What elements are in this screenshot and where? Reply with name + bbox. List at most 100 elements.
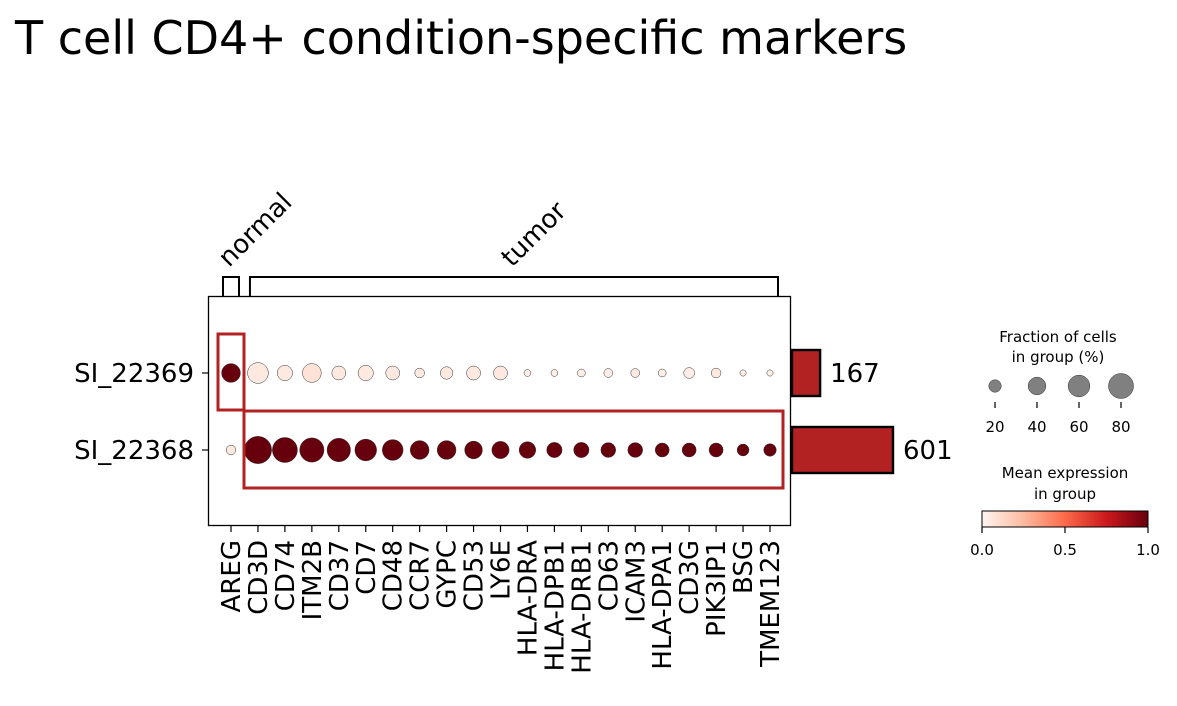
dot-SI_22368-CD74 — [272, 437, 298, 463]
x-tick-label: CD37 — [325, 540, 355, 611]
dot-SI_22368-CD53 — [464, 440, 483, 460]
dot-SI_22368-HLA-DPA1 — [654, 442, 670, 458]
dot-SI_22369-GYPC — [440, 366, 454, 380]
count-bar-SI_22368 — [790, 425, 895, 475]
chart-title: T cell CD4+ condition-specific markers — [14, 11, 907, 65]
dot-SI_22368-ICAM3 — [627, 442, 643, 458]
y-tick-label: SI_22369 — [74, 359, 194, 389]
dot-SI_22369-HLA-DRB1 — [577, 368, 586, 378]
x-tick-label: ICAM3 — [621, 540, 651, 623]
x-tick-label: HLA-DRA — [513, 540, 543, 656]
x-tick-label: HLA-DPA1 — [648, 540, 678, 670]
count-label-SI_22368: 601 — [903, 436, 953, 466]
dot-SI_22369-CD53 — [466, 365, 481, 381]
bracket-normal — [222, 276, 240, 297]
dot-SI_22368-CD63 — [600, 442, 616, 458]
dot-matrix — [221, 362, 777, 464]
x-tick-label: CD48 — [379, 540, 409, 611]
x-tick-label: TMEM123 — [756, 540, 786, 668]
x-tick-label: AREG — [217, 540, 247, 612]
x-tick-label: HLA-DPB1 — [540, 540, 570, 671]
dot-SI_22369-AREG — [221, 363, 241, 383]
highlight-normal — [216, 332, 246, 412]
x-tick-label: CD3D — [244, 540, 274, 615]
group-count-bars: 167 601 — [790, 348, 953, 475]
dot-SI_22369-ITM2B — [302, 363, 322, 383]
size-legend-title-2: in group (%) — [1012, 348, 1105, 366]
size-legend-label: 20 — [985, 418, 1004, 436]
dot-SI_22369-LY6E — [493, 365, 508, 381]
dot-SI_22369-HLA-DRA — [523, 369, 532, 377]
x-tick-label: ITM2B — [298, 540, 328, 620]
size-legend-dot — [1108, 373, 1134, 399]
size-legend-label: 80 — [1111, 418, 1130, 436]
bracket-tumor — [248, 276, 779, 297]
highlight-boxes — [216, 332, 785, 490]
dot-SI_22369-CCR7 — [414, 367, 425, 379]
dot-SI_22368-TMEM123 — [763, 443, 777, 457]
dot-SI_22368-GYPC — [436, 440, 457, 460]
plot-frame — [207, 295, 792, 527]
bracket-label: normal — [213, 187, 299, 273]
dot-SI_22369-CD3D — [247, 362, 269, 384]
x-tick-label: CD53 — [460, 540, 490, 611]
dot-SI_22369-TMEM123 — [766, 369, 774, 377]
dot-SI_22368-HLA-DPB1 — [546, 442, 563, 458]
dot-SI_22369-BSG — [739, 369, 747, 377]
dot-SI_22368-AREG — [225, 444, 237, 456]
dot-SI_22368-HLA-DRB1 — [573, 442, 590, 458]
x-tick-label: PIK3IP1 — [702, 540, 732, 637]
size-legend-label: 40 — [1027, 418, 1046, 436]
dot-SI_22369-HLA-DPA1 — [657, 368, 667, 378]
size-legend-dot — [1027, 376, 1047, 396]
colorbar-tick-label: 1.0 — [1136, 541, 1160, 559]
count-label-SI_22369: 167 — [830, 359, 880, 389]
x-tick-label: CD74 — [271, 540, 301, 611]
dot-SI_22368-CCR7 — [410, 440, 430, 460]
color-legend: Mean expression in group 0.0 0.5 1.0 — [970, 464, 1160, 559]
colorbar-tick-label: 0.5 — [1053, 541, 1077, 559]
dot-SI_22368-HLA-DRA — [518, 441, 536, 459]
dot-SI_22369-ICAM3 — [630, 368, 640, 378]
dot-SI_22369-PIK3IP1 — [711, 367, 722, 379]
dot-SI_22369-CD74 — [276, 365, 293, 381]
dot-SI_22368-LY6E — [491, 441, 510, 459]
x-axis: AREGCD3DCD74ITM2BCD37CD7CD48CCR7GYPCCD53… — [217, 525, 786, 674]
count-bar-SI_22369 — [790, 348, 822, 398]
color-legend-title-2: in group — [1034, 485, 1096, 503]
x-tick-label: CCR7 — [406, 540, 436, 611]
dot-SI_22369-CD37 — [331, 365, 347, 381]
dot-SI_22369-CD3G — [683, 367, 695, 379]
y-tick-label: SI_22368 — [74, 436, 194, 466]
dot-SI_22368-CD7 — [354, 438, 377, 462]
x-tick-label: LY6E — [487, 540, 517, 600]
dot-SI_22368-BSG — [736, 443, 750, 457]
dot-SI_22369-HLA-DPB1 — [550, 369, 559, 377]
size-legend-dot — [1067, 374, 1091, 398]
dot-SI_22368-CD3D — [244, 436, 272, 464]
size-legend-title-1: Fraction of cells — [999, 328, 1117, 346]
color-legend-title-1: Mean expression — [1002, 464, 1129, 482]
dot-SI_22369-CD63 — [603, 368, 613, 378]
dot-SI_22368-ITM2B — [299, 437, 325, 463]
highlight-tumor — [242, 409, 785, 490]
x-tick-label: GYPC — [433, 540, 463, 609]
size-legend-label: 60 — [1069, 418, 1088, 436]
x-tick-label: CD7 — [352, 540, 382, 595]
colorbar — [981, 510, 1149, 528]
gene-group-brackets: normal tumor — [213, 187, 779, 297]
x-tick-label: CD3G — [675, 540, 705, 615]
dot-SI_22368-PIK3IP1 — [708, 442, 724, 458]
dot-SI_22368-CD3G — [681, 442, 697, 458]
dot-SI_22369-CD48 — [385, 365, 400, 381]
colorbar-tick-label: 0.0 — [970, 541, 994, 559]
y-axis: SI_22369 SI_22368 — [74, 359, 209, 466]
dot-SI_22368-CD48 — [382, 439, 404, 461]
dot-SI_22368-CD37 — [326, 438, 351, 462]
size-legend: Fraction of cells in group (%) 20 40 60 80 — [985, 328, 1134, 436]
size-legend-dot — [988, 379, 1002, 393]
bracket-label: tumor — [496, 196, 573, 273]
x-tick-label: BSG — [729, 540, 759, 594]
dot-SI_22369-CD7 — [357, 365, 374, 381]
